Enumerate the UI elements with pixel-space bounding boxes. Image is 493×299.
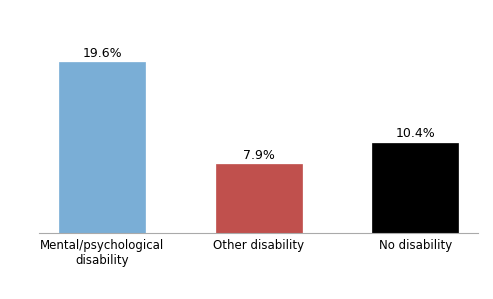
Bar [216, 164, 302, 233]
Bar [59, 62, 145, 233]
Text: 7.9%: 7.9% [243, 149, 275, 162]
Text: 10.4%: 10.4% [395, 127, 435, 140]
Bar [372, 143, 458, 233]
Text: 19.6%: 19.6% [83, 47, 122, 60]
